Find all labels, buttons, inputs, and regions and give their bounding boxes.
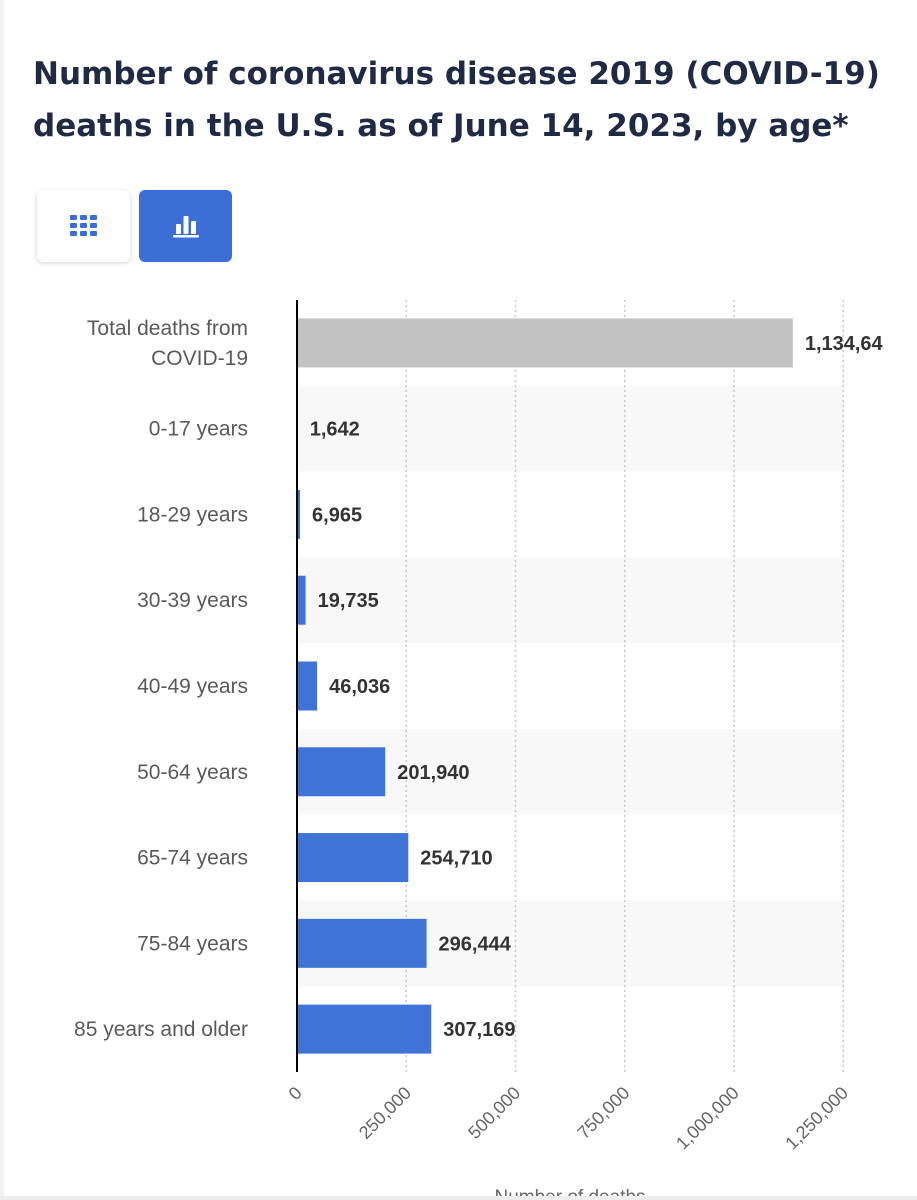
bar	[297, 489, 301, 539]
bar	[297, 1004, 432, 1054]
data-label: 6,965	[312, 504, 362, 526]
bar	[297, 918, 427, 968]
chart-view-button[interactable]	[139, 190, 232, 262]
data-label: 201,940	[397, 762, 469, 784]
page-edge	[0, 0, 4, 1200]
data-label: 1,134,641	[805, 333, 894, 355]
data-label: 19,735	[318, 590, 379, 612]
bar-chart-icon	[172, 216, 199, 238]
bar	[297, 833, 409, 883]
bar	[297, 747, 386, 797]
category-label: 85 years and older	[74, 1018, 248, 1041]
x-tick-label: 500,000	[464, 1083, 524, 1143]
footer-divider	[0, 1196, 917, 1200]
category-label: 0-17 years	[149, 418, 248, 441]
category-label: COVID-19	[151, 347, 248, 370]
x-tick-label: 750,000	[573, 1083, 633, 1143]
category-label: 18-29 years	[137, 503, 248, 526]
row-band	[297, 557, 844, 644]
data-label: 307,169	[443, 1019, 515, 1041]
data-label: 296,444	[439, 933, 512, 955]
bar	[297, 575, 306, 625]
x-tick-label: 0	[285, 1083, 306, 1104]
bar	[297, 318, 793, 368]
x-tick-label: 1,000,000	[672, 1083, 743, 1154]
bar	[297, 661, 318, 711]
grid-icon	[69, 215, 97, 236]
row-band	[297, 385, 844, 472]
data-label: 254,710	[420, 848, 492, 870]
table-view-button[interactable]	[37, 190, 130, 262]
category-label: 50-64 years	[137, 761, 248, 784]
x-tick-label: 1,250,000	[781, 1083, 852, 1154]
chart-title: Number of coronavirus disease 2019 (COVI…	[33, 56, 880, 144]
category-label: 30-39 years	[137, 589, 248, 612]
category-label: 65-74 years	[137, 847, 248, 870]
category-label: 75-84 years	[137, 932, 248, 955]
x-tick-label: 250,000	[355, 1083, 415, 1143]
category-label: 40-49 years	[137, 675, 248, 698]
row-band	[297, 728, 844, 815]
data-label: 46,036	[329, 676, 390, 698]
category-label: Total deaths from	[87, 317, 248, 340]
data-label: 1,642	[310, 419, 360, 441]
bar-group: 1,134,641 1,642 6,965 19,735 46,036 201,940 25…	[297, 318, 894, 1054]
